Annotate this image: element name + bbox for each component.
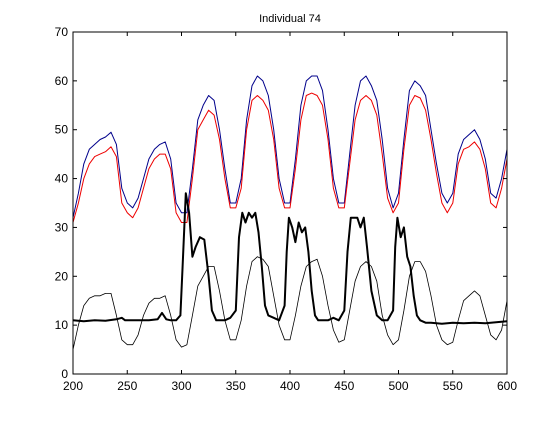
chart-title: Individual 74 xyxy=(259,13,321,25)
x-tick-label: 500 xyxy=(388,379,408,393)
axes-layer: 200 250 300 350 400 450 500 550 600 0 10 20 30 40 50 60… xyxy=(55,25,518,393)
series-layer xyxy=(72,75,508,350)
x-tick-label: 350 xyxy=(226,379,246,393)
series-line-3 xyxy=(72,192,508,325)
y-tick-label: 10 xyxy=(55,318,69,332)
x-tick-label: 250 xyxy=(117,379,137,393)
y-tick-label: 40 xyxy=(55,172,69,186)
y-tick-label: 70 xyxy=(55,25,69,39)
x-tick-label: 300 xyxy=(171,379,191,393)
x-tick-label: 450 xyxy=(334,379,354,393)
y-tick-label: 60 xyxy=(55,74,69,88)
series-line-2 xyxy=(72,92,508,223)
x-tick-label: 550 xyxy=(443,379,463,393)
y-tick-label: 30 xyxy=(55,220,69,234)
y-tick-label: 0 xyxy=(61,367,68,381)
y-tick-label: 20 xyxy=(55,269,69,283)
series-line-4 xyxy=(72,256,508,350)
y-tick-label: 50 xyxy=(55,123,69,137)
x-tick-label: 600 xyxy=(497,379,517,393)
x-tick-label: 400 xyxy=(280,379,300,393)
series-line-1 xyxy=(72,75,508,218)
x-tick-label: 200 xyxy=(63,379,83,393)
